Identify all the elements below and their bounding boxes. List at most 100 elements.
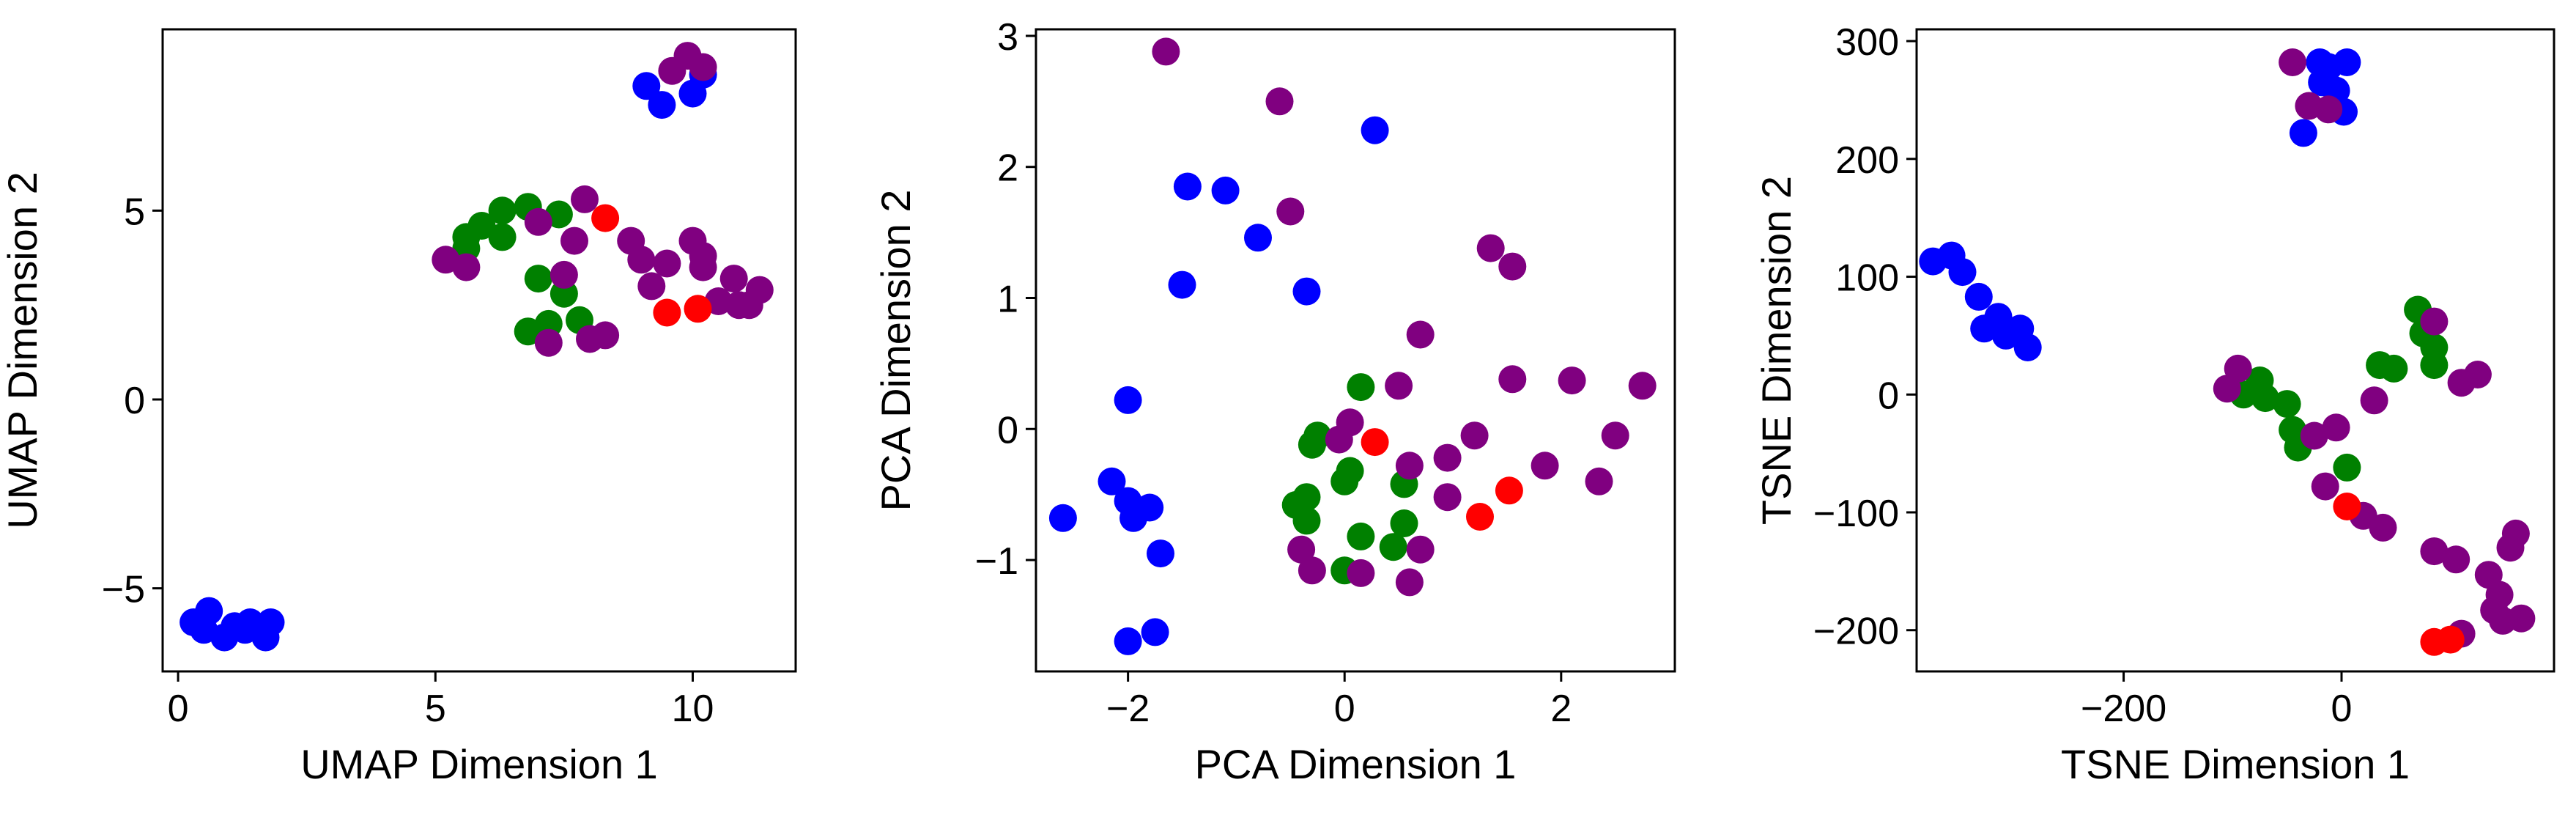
point-red <box>591 204 620 232</box>
y-tick-label: 100 <box>1835 257 1899 300</box>
point-purple <box>653 249 681 278</box>
point-purple <box>524 207 552 236</box>
point-purple <box>2369 513 2397 542</box>
axes-frame <box>1035 28 1676 673</box>
point-purple <box>452 253 481 281</box>
point-red <box>1495 476 1523 505</box>
point-purple <box>1395 568 1424 597</box>
y-axis-label: UMAP Dimension 2 <box>0 172 45 529</box>
point-blue <box>648 91 676 119</box>
point-purple <box>1433 443 1462 472</box>
point-blue <box>1948 258 1977 287</box>
point-purple <box>1628 372 1657 400</box>
point-purple <box>1298 556 1326 585</box>
point-purple <box>1395 452 1424 480</box>
point-blue <box>1098 467 1126 495</box>
x-tick-label: 0 <box>168 688 189 730</box>
point-purple <box>1558 366 1586 395</box>
x-axis-label: UMAP Dimension 1 <box>300 741 658 787</box>
point-purple <box>2463 361 2492 388</box>
point-purple <box>2420 307 2449 336</box>
point-purple <box>1498 252 1527 281</box>
point-purple <box>1585 467 1613 495</box>
y-tick-label: −5 <box>102 569 145 611</box>
x-tick-label: 2 <box>1550 688 1572 730</box>
y-tick-label: 5 <box>124 191 145 233</box>
point-purple <box>2501 519 2530 548</box>
x-axis-label: PCA Dimension 1 <box>1195 741 1517 787</box>
point-purple <box>1476 234 1505 262</box>
point-red <box>2436 625 2465 654</box>
point-green <box>2251 384 2279 413</box>
x-axis-label: TSNE Dimension 1 <box>2061 741 2410 787</box>
point-blue <box>1211 176 1240 204</box>
x-tick-label: 10 <box>672 688 714 730</box>
point-purple <box>1460 421 1489 450</box>
point-blue <box>1114 627 1142 655</box>
point-purple <box>1498 365 1527 394</box>
point-red <box>684 295 712 323</box>
y-tick-label: 1 <box>997 278 1018 320</box>
x-tick-label: −200 <box>2081 688 2166 730</box>
point-green <box>1292 506 1321 535</box>
point-purple <box>1406 535 1435 564</box>
point-purple <box>2360 386 2388 415</box>
point-purple <box>2279 48 2307 76</box>
y-tick-label: 3 <box>997 16 1018 59</box>
y-tick-label: 200 <box>1835 139 1899 182</box>
point-green <box>2420 351 2449 380</box>
point-purple <box>2420 537 2449 566</box>
x-tick-label: 0 <box>2331 688 2353 730</box>
point-green <box>1292 483 1321 512</box>
point-green <box>524 265 552 293</box>
point-blue <box>1361 116 1389 144</box>
point-blue <box>2289 119 2317 147</box>
point-purple <box>1276 197 1305 226</box>
point-blue <box>1964 282 1993 311</box>
y-tick-label: −1 <box>975 540 1018 583</box>
point-purple <box>2322 413 2350 442</box>
point-green <box>2273 390 2301 419</box>
point-purple <box>1406 320 1435 349</box>
point-green <box>1390 509 1418 537</box>
point-purple <box>689 53 717 81</box>
point-blue <box>2333 48 2361 76</box>
y-tick-label: 2 <box>997 147 1018 190</box>
point-purple <box>1336 408 1364 437</box>
point-purple <box>2489 606 2517 635</box>
point-purple <box>1601 421 1629 450</box>
point-blue <box>1244 224 1272 252</box>
point-green <box>488 196 517 225</box>
point-purple <box>2314 95 2343 124</box>
pca-plot: −2 0 2 −1 0 1 2 3 PCA Dimension 1 PCA Dimension 2 <box>873 16 1676 787</box>
point-purple <box>2300 421 2328 450</box>
y-tick-label: 0 <box>1878 375 1899 417</box>
point-purple <box>2224 354 2252 383</box>
point-purple <box>1531 452 1559 480</box>
point-green <box>1298 430 1326 459</box>
point-blue <box>1173 172 1202 201</box>
point-red <box>1361 428 1389 457</box>
x-tick-label: −2 <box>1106 688 1150 730</box>
point-green <box>467 212 496 240</box>
point-purple <box>560 226 588 255</box>
point-green <box>1336 457 1364 485</box>
point-blue <box>1168 270 1196 299</box>
point-purple <box>2311 472 2339 501</box>
tsne-plot: −200 0 −200 −100 0 100 200 300 TSNE Dimension 1 T… <box>1753 21 2555 787</box>
point-blue <box>632 72 661 100</box>
scatter-points <box>1919 48 2536 656</box>
point-purple <box>637 272 666 301</box>
umap-plot: 0 5 10 −5 0 5 UMAP Dimension 1 UMAP Dimension 2 <box>0 28 797 787</box>
point-purple <box>627 246 656 274</box>
point-purple <box>549 260 578 289</box>
point-green <box>488 223 517 251</box>
point-blue <box>1048 504 1077 532</box>
point-red <box>2333 493 2361 520</box>
axes-frame <box>1915 28 2555 673</box>
point-purple <box>1385 372 1413 400</box>
y-tick-label: 0 <box>997 409 1018 452</box>
point-purple <box>1433 483 1462 512</box>
point-blue <box>1114 386 1142 414</box>
